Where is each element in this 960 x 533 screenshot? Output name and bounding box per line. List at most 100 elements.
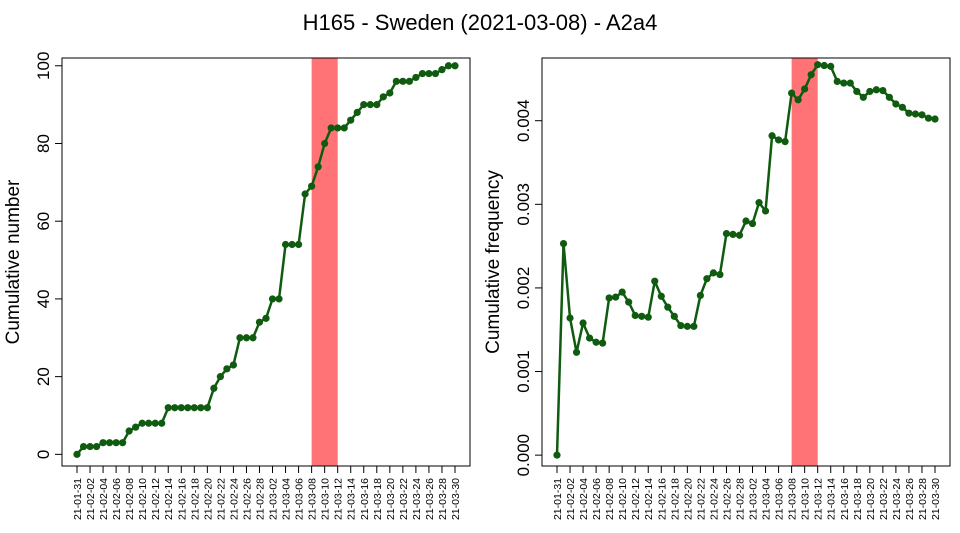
x-tick-label: 21-03-30 xyxy=(450,478,462,520)
data-point xyxy=(748,219,757,228)
x-tick-label: 21-03-14 xyxy=(826,478,838,520)
data-point xyxy=(275,295,283,303)
x-tick-label: 21-03-16 xyxy=(359,478,371,520)
x-tick-label: 21-03-28 xyxy=(437,478,449,520)
x-tick-label: 21-03-02 xyxy=(748,478,760,520)
data-point xyxy=(553,451,561,459)
data-point xyxy=(229,361,238,369)
highlight-band xyxy=(791,58,818,466)
x-tick-label: 21-02-06 xyxy=(111,478,123,520)
data-point xyxy=(885,93,893,101)
x-tick-label: 21-02-12 xyxy=(630,478,642,520)
data-point xyxy=(321,139,329,148)
x-tick-label: 21-02-26 xyxy=(721,478,733,520)
data-point xyxy=(722,229,731,238)
x-tick-label: 21-03-06 xyxy=(774,478,786,520)
data-point xyxy=(197,404,205,412)
x-tick-label: 21-02-18 xyxy=(669,478,681,520)
data-point xyxy=(92,442,101,451)
x-tick-label: 21-03-14 xyxy=(346,478,358,520)
data-point xyxy=(425,69,433,78)
x-tick-label: 21-02-14 xyxy=(163,478,175,520)
x-tick-label: 21-03-26 xyxy=(424,478,436,520)
y-tick-label: 0.002 xyxy=(514,267,533,310)
data-point xyxy=(729,230,737,239)
data-point xyxy=(918,111,926,119)
y-tick-label: 0 xyxy=(34,450,53,459)
x-tick-label: 21-03-08 xyxy=(787,478,799,520)
x-tick-label: 21-03-16 xyxy=(839,478,851,520)
x-tick-label: 21-02-04 xyxy=(578,478,590,520)
data-point xyxy=(859,93,867,101)
data-point xyxy=(386,89,394,97)
x-tick-label: 21-02-28 xyxy=(734,478,746,520)
data-point xyxy=(572,348,581,356)
data-point xyxy=(281,240,290,249)
data-point xyxy=(366,101,374,109)
x-tick-label: 21-03-24 xyxy=(411,478,423,520)
data-point xyxy=(840,79,848,87)
plot-frame xyxy=(61,57,471,467)
data-point xyxy=(288,240,296,249)
data-point xyxy=(846,79,854,87)
x-tick-label: 21-02-20 xyxy=(202,478,214,520)
data-point xyxy=(559,240,568,248)
x-tick-label: 21-02-08 xyxy=(124,478,136,520)
x-tick-label: 21-02-10 xyxy=(617,478,629,520)
x-tick-label: 21-02-14 xyxy=(643,478,655,520)
data-point xyxy=(735,231,744,239)
data-point xyxy=(592,338,600,346)
data-point xyxy=(360,101,368,109)
data-point xyxy=(794,96,802,104)
data-point xyxy=(171,404,179,412)
data-point xyxy=(638,312,646,320)
x-tick-label: 21-03-18 xyxy=(372,478,384,520)
y-tick-label: 0.004 xyxy=(514,99,533,142)
x-tick-label: 21-01-31 xyxy=(552,478,564,520)
data-point xyxy=(301,190,309,198)
data-point xyxy=(670,312,678,320)
data-point xyxy=(931,115,939,123)
data-point xyxy=(677,321,685,330)
data-point xyxy=(444,62,453,70)
data-point xyxy=(105,439,114,447)
data-point xyxy=(755,199,763,207)
x-tick-label: 21-03-10 xyxy=(320,478,332,520)
chart-title: H165 - Sweden (2021-03-08) - A2a4 xyxy=(302,10,658,35)
data-point xyxy=(112,439,120,447)
data-point xyxy=(262,314,270,322)
data-point xyxy=(327,124,335,132)
data-point xyxy=(177,404,185,412)
x-tick-label: 21-02-24 xyxy=(228,478,240,520)
data-point xyxy=(585,334,594,342)
data-point xyxy=(158,419,166,427)
data-point xyxy=(151,419,159,427)
data-point xyxy=(761,207,770,215)
x-tick-label: 21-02-10 xyxy=(137,478,149,520)
data-point xyxy=(814,61,822,69)
data-point xyxy=(79,442,88,451)
data-point xyxy=(768,132,776,140)
data-point xyxy=(308,182,316,190)
data-point xyxy=(379,93,387,101)
x-tick-label: 21-02-06 xyxy=(591,478,603,520)
x-tick-label: 21-03-02 xyxy=(268,478,280,520)
data-point xyxy=(774,136,783,144)
data-point xyxy=(392,77,400,85)
data-point xyxy=(820,61,828,70)
data-point xyxy=(451,62,459,70)
data-point xyxy=(625,298,633,306)
data-point xyxy=(911,110,920,118)
y-tick-label: 80 xyxy=(34,134,53,153)
x-tick-label: 21-03-12 xyxy=(813,478,825,520)
data-point xyxy=(866,87,874,96)
x-tick-label: 21-03-26 xyxy=(904,478,916,520)
y-tick-label: 60 xyxy=(34,212,53,231)
data-point xyxy=(644,313,652,321)
data-point xyxy=(827,62,835,70)
data-point xyxy=(742,217,750,225)
data-point xyxy=(898,103,907,111)
x-tick-label: 21-03-10 xyxy=(800,478,812,520)
data-point xyxy=(716,270,724,279)
series-line xyxy=(555,63,936,456)
